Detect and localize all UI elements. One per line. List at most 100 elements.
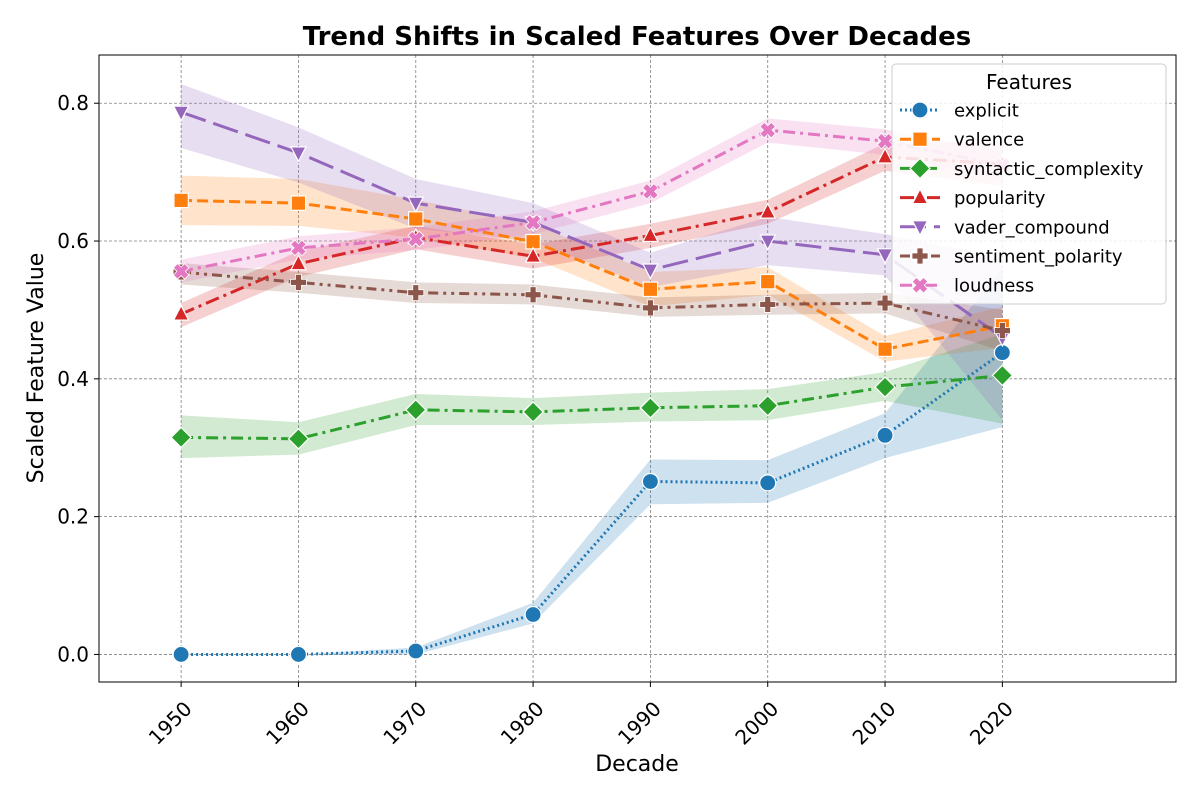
legend-title: Features xyxy=(986,70,1072,94)
legend-box xyxy=(891,63,1167,305)
data-point-syntactic_complexity xyxy=(404,398,427,421)
legend-marker xyxy=(909,157,931,180)
data-point-syntactic_complexity xyxy=(170,426,192,449)
x-tick-label: 2010 xyxy=(848,697,901,750)
data-point-explicit xyxy=(524,605,542,624)
y-tick-label: 0.4 xyxy=(57,367,89,391)
data-point-loudness xyxy=(172,263,190,280)
series-line-explicit xyxy=(181,351,1004,656)
data-point-valence xyxy=(407,211,424,227)
confidence-band-sentiment_polarity xyxy=(181,263,1003,352)
y-tick-label: 0.2 xyxy=(57,505,89,529)
data-point-loudness-shape xyxy=(172,263,190,280)
legend: Features explicit valence syntactic_complex… xyxy=(891,63,1167,305)
series-group xyxy=(170,105,1014,664)
legend-marker xyxy=(911,101,929,119)
x-axis-ticks: 1950 1960 1970 1980 1990 2000 2010 2020 xyxy=(144,682,1018,750)
confidence-band-explicit xyxy=(181,268,1003,655)
legend-item-loudness: loudness xyxy=(900,276,1034,297)
data-point-explicit xyxy=(876,426,894,444)
legend-marker xyxy=(911,187,929,205)
data-point-sentiment_polarity xyxy=(407,284,425,302)
data-point-explicit xyxy=(759,474,777,492)
x-tick-label: 2000 xyxy=(730,697,783,750)
data-point-loudness-shape xyxy=(290,239,307,257)
data-point-explicit xyxy=(289,645,308,664)
legend-label: valence xyxy=(954,130,1024,151)
data-point-popularity xyxy=(759,202,777,219)
plot-area xyxy=(98,54,1177,683)
data-point-loudness xyxy=(407,230,425,248)
data-point-loudness xyxy=(290,239,307,257)
data-point-loudness-shape xyxy=(524,214,542,231)
data-point-vader_compound xyxy=(641,263,659,280)
x-tick-label: 1980 xyxy=(496,697,549,750)
legend-item-sentiment_polarity: sentiment_polarity xyxy=(900,247,1123,268)
x-tick-label: 1950 xyxy=(144,697,197,750)
y-axis-ticks: 0.0 0.2 0.4 0.6 0.8 xyxy=(57,91,99,666)
legend-label: sentiment_polarity xyxy=(954,247,1123,268)
data-point-syntactic_complexity xyxy=(522,401,544,423)
x-axis-label: Decade xyxy=(595,752,679,777)
confidence-bands xyxy=(181,83,1003,655)
data-point-sentiment_polarity xyxy=(759,296,777,313)
data-point-valence xyxy=(759,273,776,290)
data-point-sentiment_polarity xyxy=(993,322,1011,340)
data-point-valence xyxy=(642,281,659,298)
series-syntactic_complexity xyxy=(170,364,1014,450)
legend-item-vader_compound: vader_compound xyxy=(900,217,1110,238)
legend-label: loudness xyxy=(954,276,1034,297)
data-point-vader_compound xyxy=(172,105,190,122)
data-point-loudness-shape xyxy=(407,230,425,248)
legend-item-explicit: explicit xyxy=(900,101,1019,122)
chart-title: Trend Shifts in Scaled Features Over Dec… xyxy=(303,22,972,52)
data-point-valence xyxy=(877,341,893,358)
x-tick-label: 1990 xyxy=(613,697,666,750)
confidence-band-valence xyxy=(181,175,1003,362)
data-point-loudness-shape xyxy=(759,121,777,139)
confidence-band-vader_compound xyxy=(181,83,1003,421)
data-point-vader_compound xyxy=(876,248,894,265)
data-point-loudness xyxy=(642,183,659,200)
legend-marker-shape xyxy=(911,276,929,294)
data-point-vader_compound xyxy=(289,146,307,163)
confidence-band-syntactic_complexity xyxy=(181,334,1003,459)
data-point-sentiment_polarity xyxy=(290,273,307,291)
series-line-loudness xyxy=(180,128,1003,273)
legend-marker xyxy=(911,247,929,265)
legend-marker xyxy=(911,220,929,237)
data-point-sentiment_polarity xyxy=(642,299,659,317)
data-point-loudness xyxy=(759,121,777,139)
x-tick-label: 2020 xyxy=(965,697,1018,750)
series-line-vader_compound xyxy=(180,110,1004,339)
data-point-explicit xyxy=(641,472,660,491)
y-tick-label: 0.0 xyxy=(57,642,89,666)
data-point-popularity xyxy=(289,253,307,271)
data-point-valence xyxy=(173,192,189,209)
legend-marker xyxy=(912,131,928,147)
series-line-valence xyxy=(181,198,1003,351)
data-point-syntactic_complexity xyxy=(991,364,1014,387)
legend-label: syntactic_complexity xyxy=(954,159,1144,180)
legend-marker xyxy=(911,276,929,294)
data-point-loudness xyxy=(524,214,542,231)
legend-label: explicit xyxy=(954,101,1019,122)
y-tick-label: 0.8 xyxy=(57,91,89,115)
series-line-sentiment_polarity xyxy=(180,270,1003,333)
series-explicit xyxy=(172,344,1011,664)
x-tick-label: 1960 xyxy=(261,697,314,750)
legend-item-syntactic_complexity: syntactic_complexity xyxy=(900,157,1144,180)
data-point-loudness xyxy=(876,132,894,150)
data-point-loudness-shape xyxy=(876,132,894,150)
data-point-syntactic_complexity xyxy=(639,396,662,419)
data-point-explicit xyxy=(407,642,425,660)
plot-frame xyxy=(98,54,1177,683)
data-point-syntactic_complexity xyxy=(874,376,896,398)
legend-label: popularity xyxy=(954,188,1046,209)
data-point-sentiment_polarity xyxy=(524,286,542,304)
data-point-syntactic_complexity xyxy=(756,394,779,417)
legend-label: vader_compound xyxy=(954,217,1110,238)
x-tick-label: 1970 xyxy=(378,697,431,750)
data-point-popularity xyxy=(524,246,542,263)
